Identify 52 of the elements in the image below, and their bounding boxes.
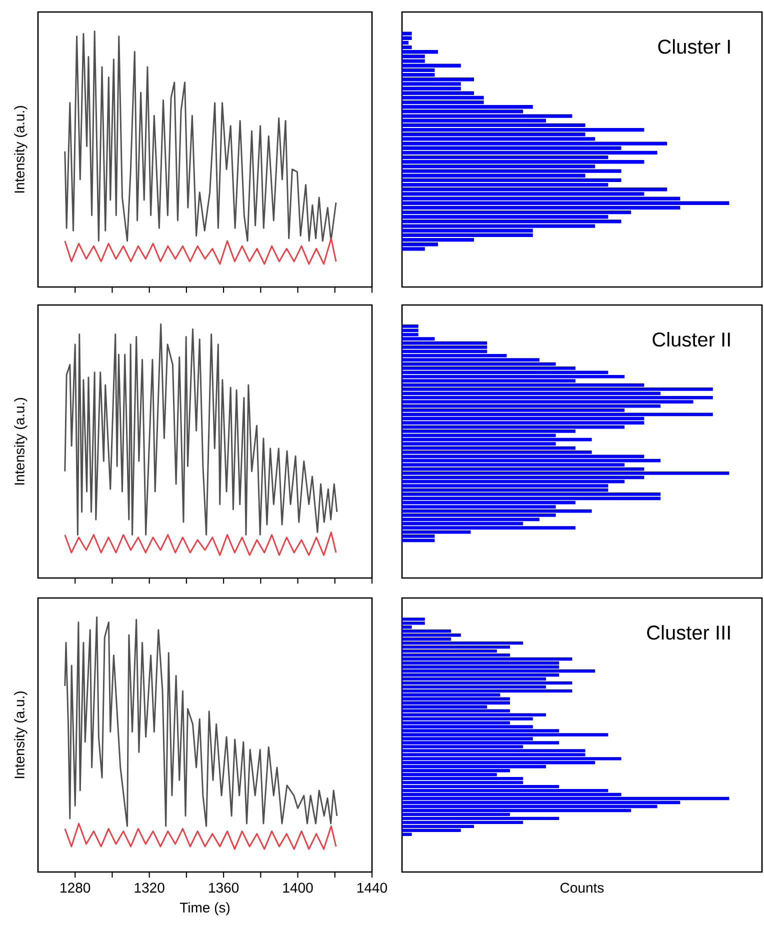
bar <box>402 697 510 700</box>
bar <box>402 701 510 704</box>
bar <box>402 776 524 780</box>
annotation: Cluster I <box>658 39 730 54</box>
bar <box>402 749 586 752</box>
bar <box>402 396 713 400</box>
bar <box>402 421 644 424</box>
bar <box>402 496 661 500</box>
bar <box>402 538 435 542</box>
bar <box>402 96 484 100</box>
bar <box>402 472 730 475</box>
bar <box>402 346 488 349</box>
x-tick-label: 1400 <box>283 882 313 893</box>
bar <box>402 178 622 182</box>
bar <box>402 634 461 637</box>
bar <box>402 128 644 132</box>
bar <box>402 374 625 378</box>
y-axis-title: Intensity (a.u.) <box>14 106 28 193</box>
bar <box>402 438 592 442</box>
bar <box>402 757 622 760</box>
x-axis-title: Time (s) <box>180 902 230 916</box>
bar <box>402 657 572 661</box>
bar <box>402 618 425 621</box>
bar <box>402 526 576 530</box>
annotation: Cluster II <box>652 332 730 347</box>
bar <box>402 669 596 673</box>
bar <box>402 689 572 693</box>
bar <box>402 328 418 332</box>
x-tick-label: 1440 <box>357 882 388 893</box>
x-tick-label: 1360 <box>209 882 239 893</box>
bar <box>402 741 560 744</box>
bar <box>402 681 572 685</box>
bar <box>402 641 524 645</box>
bar <box>402 733 608 736</box>
y-axis-title: Intensity (a.u.) <box>14 398 28 485</box>
x-axis-title: Counts <box>560 882 604 893</box>
x-tick-label: 1320 <box>134 882 164 893</box>
x-tick-label: 1280 <box>60 882 90 893</box>
bar <box>402 492 661 496</box>
bar <box>402 796 730 800</box>
bar <box>402 622 425 625</box>
bar <box>402 412 713 416</box>
bar <box>402 388 713 391</box>
bar <box>402 324 418 328</box>
annotation: Cluster III <box>647 625 730 640</box>
bar <box>402 713 546 716</box>
bar <box>402 40 409 45</box>
bar <box>402 233 533 238</box>
bar <box>402 458 661 462</box>
bar <box>402 816 560 820</box>
y-axis-title: Intensity (a.u.) <box>14 692 28 778</box>
bar <box>402 150 658 155</box>
